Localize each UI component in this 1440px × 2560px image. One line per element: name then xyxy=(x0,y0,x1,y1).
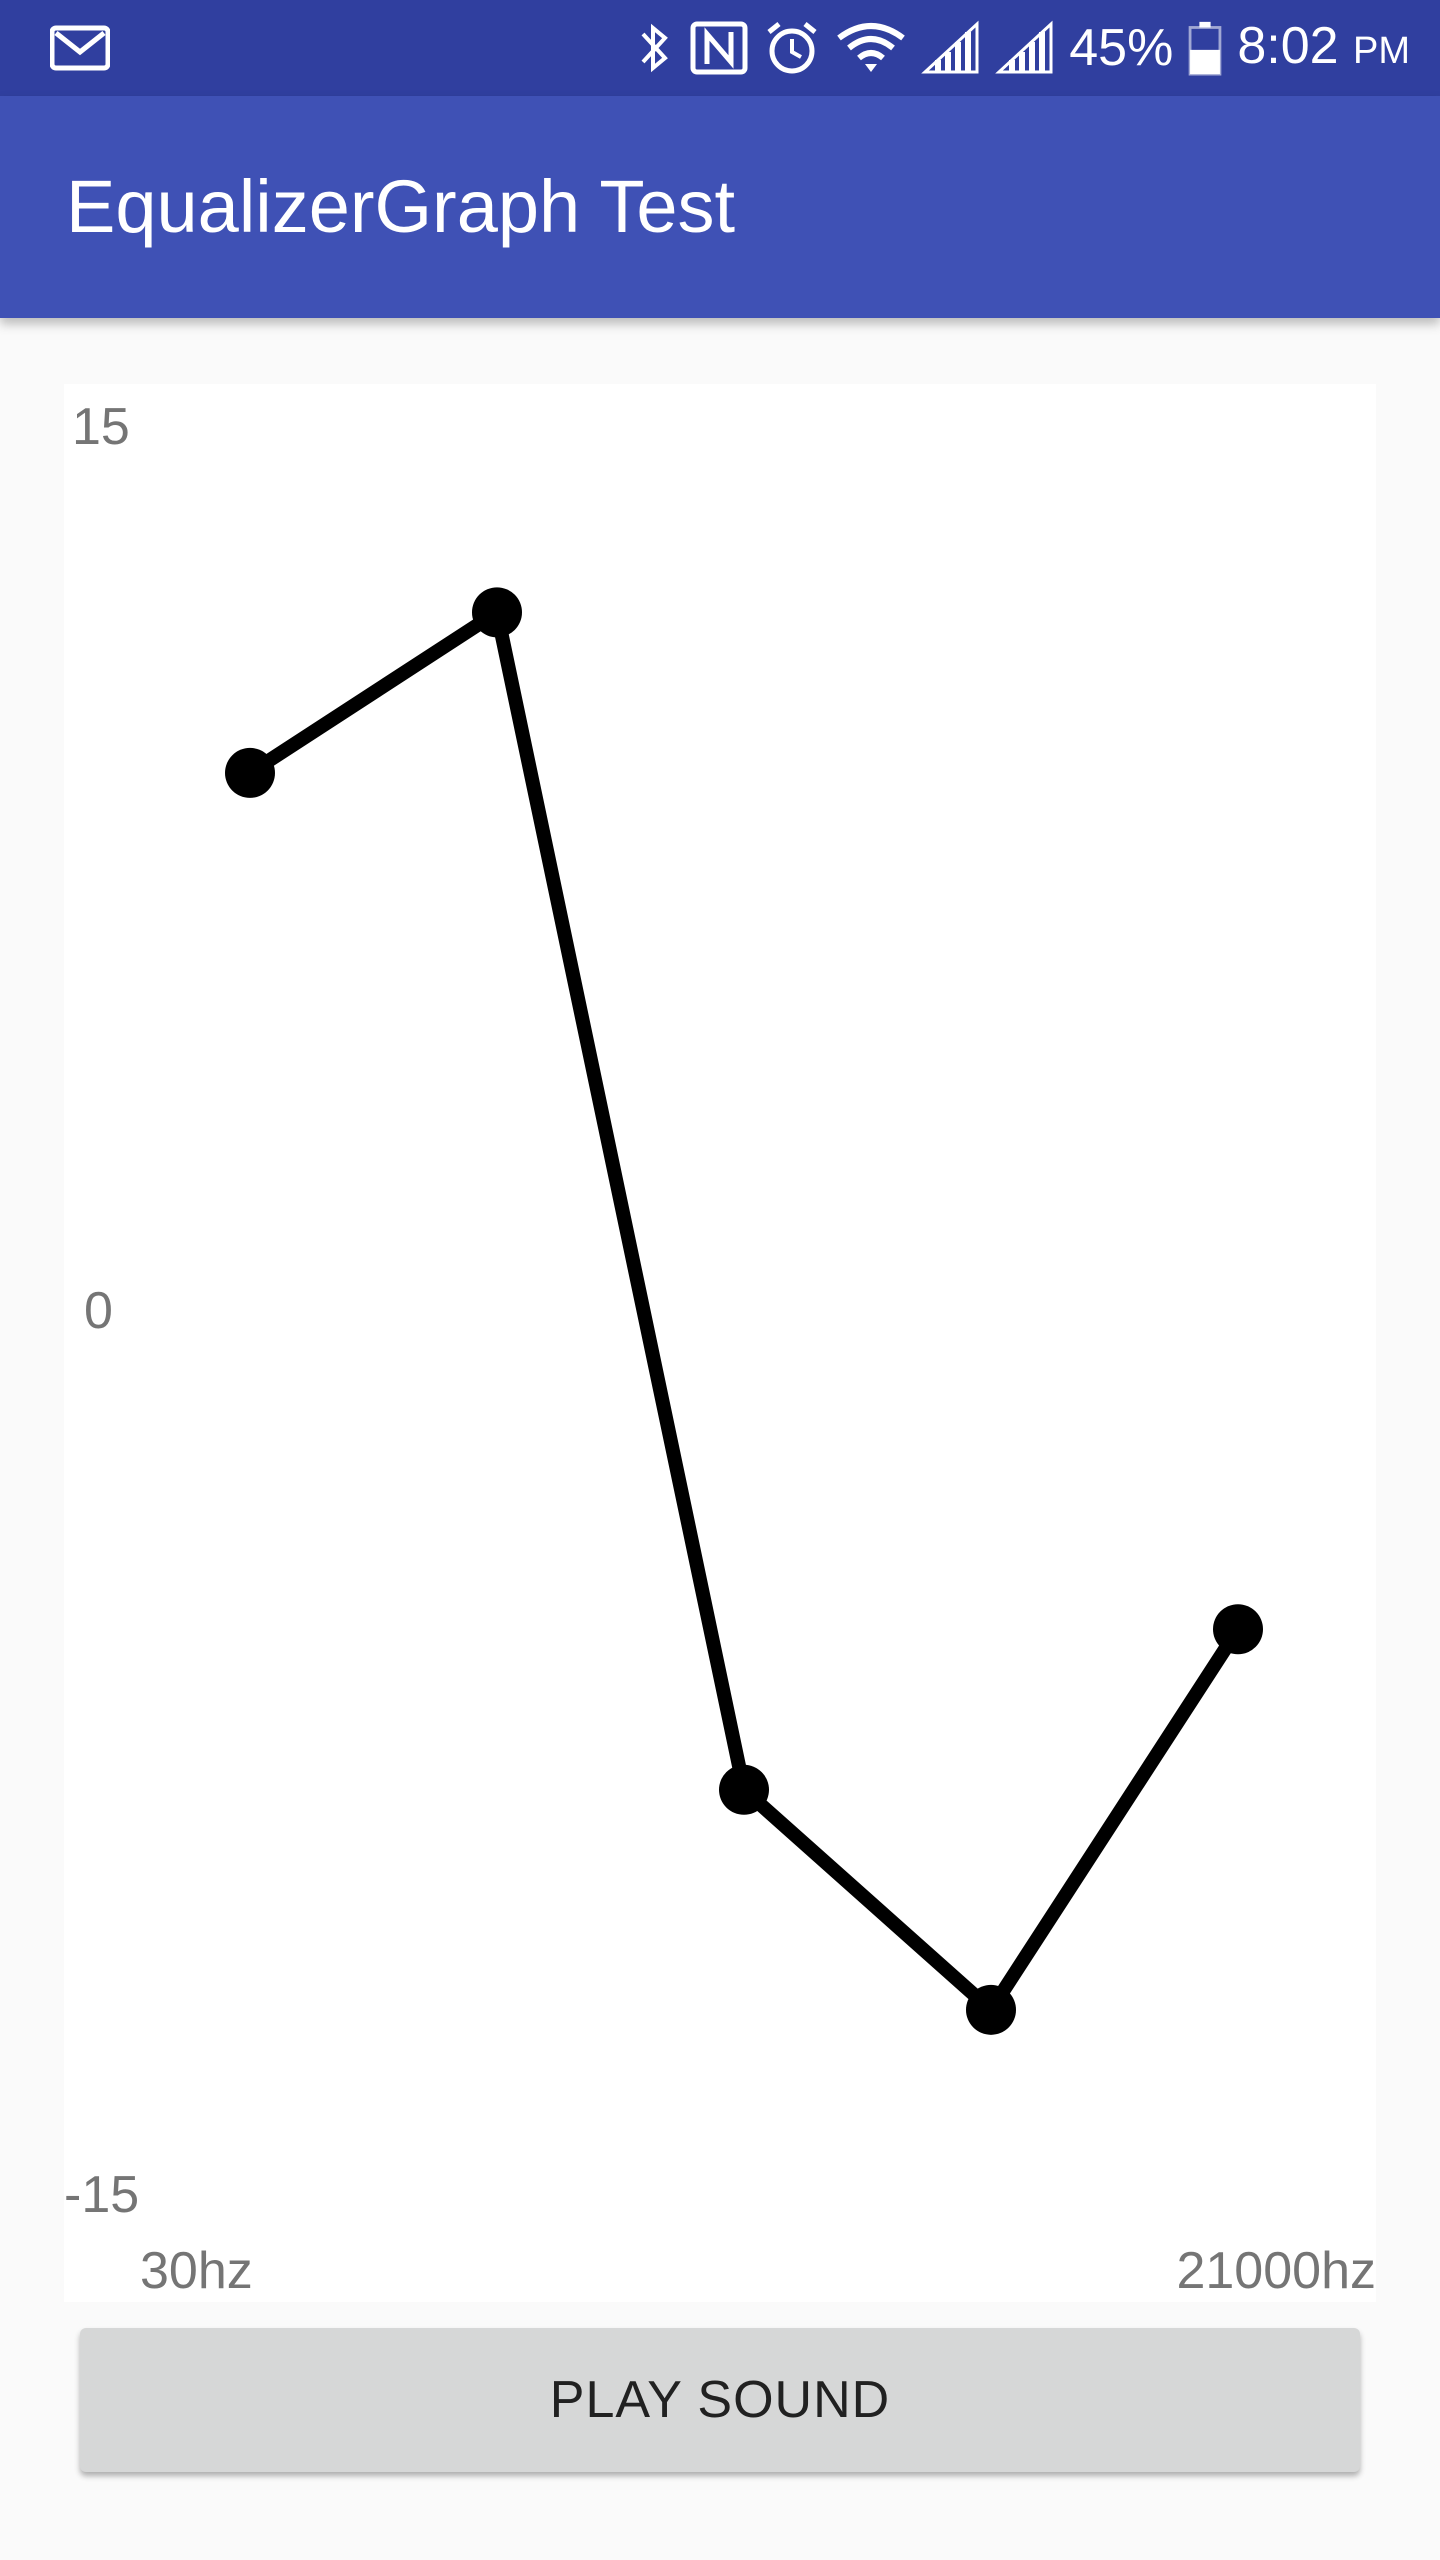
y-tick-label-middle: 0 xyxy=(84,1282,113,1340)
line-segment-4 xyxy=(984,1622,1245,2017)
status-bar: 45% 8:02 PM xyxy=(0,0,1440,96)
equalizer-line-segments xyxy=(243,605,1245,2017)
band-point-3[interactable] xyxy=(719,1764,769,1815)
line-segment-1 xyxy=(243,605,504,780)
y-tick-label-bottom: -15 xyxy=(64,2166,139,2224)
nfc-icon xyxy=(690,21,748,75)
line-segment-2 xyxy=(490,605,751,1797)
bluetooth-icon xyxy=(641,23,669,73)
band-point-4[interactable] xyxy=(966,1984,1016,2035)
equalizer-chart[interactable]: 15 0 -15 30hz 21000hz xyxy=(64,384,1376,2302)
page-title: EqualizerGraph Test xyxy=(66,165,736,248)
clock-time: 8:02 xyxy=(1237,16,1339,75)
signal-icon-2 xyxy=(995,20,1053,74)
play-sound-button[interactable]: PLAY SOUND xyxy=(80,2328,1360,2472)
clock: 8:02 PM xyxy=(1237,0,1410,99)
line-segment-3 xyxy=(737,1782,998,2017)
band-point-1[interactable] xyxy=(225,747,275,798)
x-tick-label-left: 30hz xyxy=(140,2242,253,2300)
band-point-5[interactable] xyxy=(1213,1604,1263,1655)
equalizer-points[interactable] xyxy=(225,587,1263,2035)
alarm-icon xyxy=(767,22,817,74)
x-tick-label-right: 21000hz xyxy=(1176,2242,1376,2300)
wifi-icon xyxy=(837,23,906,72)
equalizer-graph[interactable]: 15 0 -15 30hz 21000hz xyxy=(64,384,1376,2302)
app-bar: EqualizerGraph Test xyxy=(0,96,1440,318)
battery-icon xyxy=(1188,21,1222,76)
y-tick-label-top: 15 xyxy=(72,398,130,456)
status-icons: 45% 8:02 PM xyxy=(635,0,1410,96)
gmail-icon xyxy=(49,24,111,72)
band-point-2[interactable] xyxy=(472,587,522,638)
clock-suffix: PM xyxy=(1353,29,1410,72)
battery-percent: 45% xyxy=(1069,19,1174,77)
signal-icon xyxy=(921,20,979,74)
